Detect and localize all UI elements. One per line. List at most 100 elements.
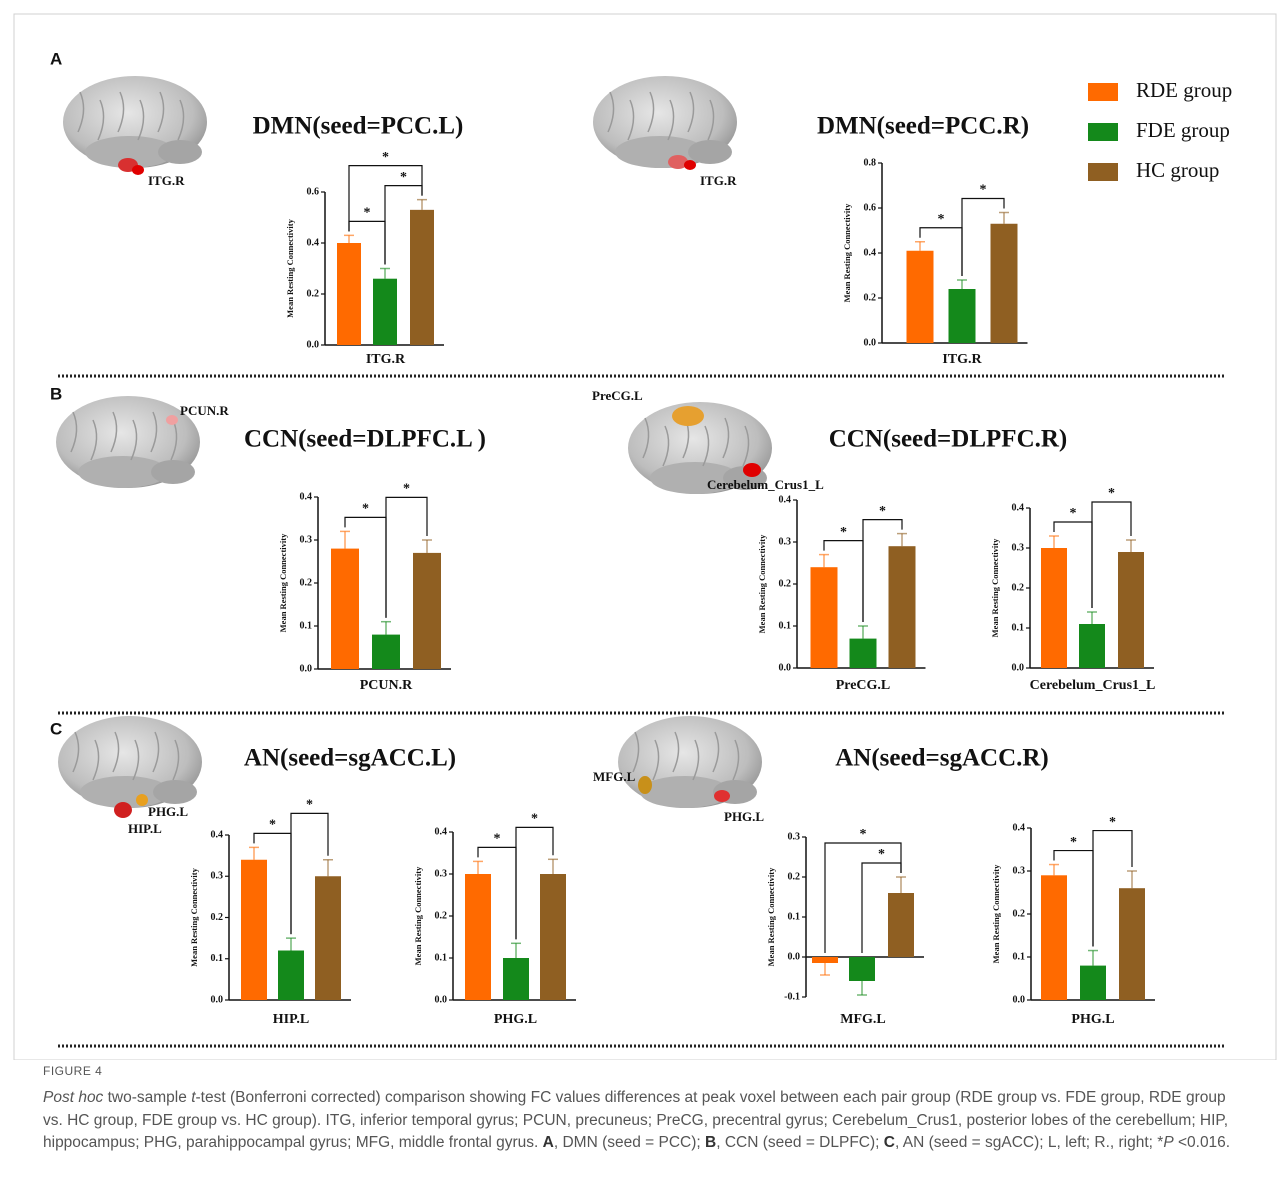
bar: [1079, 624, 1105, 668]
significance-label: *: [494, 832, 501, 847]
error-bar: [381, 622, 391, 635]
y-tick-label: 0.8: [864, 157, 877, 168]
bar: [503, 958, 529, 1000]
figure-label: FIGURE 4: [43, 1064, 1238, 1078]
legend-label: RDE group: [1136, 78, 1232, 102]
significance-label: *: [938, 212, 945, 227]
bar: [850, 639, 877, 668]
significance-label: *: [364, 206, 371, 221]
x-axis-label: Cerebelum_Crus1_L: [1030, 678, 1156, 693]
legend-label: FDE group: [1136, 118, 1230, 142]
bar: [812, 957, 838, 963]
error-bar: [422, 540, 432, 553]
chart-title: CCN(seed=DLPFC.L ): [244, 426, 486, 453]
bar: [1041, 875, 1067, 1000]
legend-swatch: [1088, 123, 1118, 141]
bar: [413, 553, 441, 669]
panel-letter: B: [50, 384, 62, 403]
error-bar: [1049, 865, 1059, 876]
significance-label: *: [1070, 835, 1077, 850]
caption-run: <0.016.: [1174, 1134, 1230, 1151]
y-tick-label: 0.1: [435, 952, 448, 963]
brain-label: PreCG.L: [592, 388, 643, 403]
legend-swatch: [1088, 83, 1118, 101]
y-tick-label: 0.2: [435, 910, 448, 921]
y-tick-label: 0.0: [788, 951, 801, 962]
x-axis-label: ITG.R: [942, 352, 982, 367]
y-tick-label: 0.2: [211, 912, 224, 923]
significance-label: *: [1070, 506, 1077, 521]
significance-label: *: [840, 525, 847, 540]
error-bar: [897, 534, 907, 547]
y-tick-label: 0.4: [211, 829, 224, 840]
significance-label: *: [382, 150, 389, 165]
bar: [241, 860, 267, 1000]
y-tick-label: 0.1: [779, 620, 792, 631]
caption-run: , CCN (seed = DLPFC);: [716, 1134, 884, 1151]
significance-label: *: [1109, 815, 1116, 830]
y-tick-label: 0.0: [1012, 662, 1025, 673]
bar: [991, 224, 1018, 343]
brain-spot: [714, 790, 730, 802]
x-axis-label: ITG.R: [366, 352, 406, 367]
y-tick-label: 0.0: [307, 339, 320, 350]
brain-label: MFG.L: [593, 769, 636, 784]
significance-label: *: [306, 798, 313, 813]
bar: [540, 874, 566, 1000]
brain-cerebellum: [151, 460, 195, 484]
y-tick-label: 0.4: [435, 826, 448, 837]
y-tick-label: 0.3: [788, 831, 801, 842]
y-tick-label: -0.1: [784, 991, 800, 1002]
chart-title: CCN(seed=DLPFC.R): [829, 426, 1068, 453]
significance-label: *: [269, 818, 276, 833]
y-tick-label: 0.2: [1013, 908, 1026, 919]
error-bar: [380, 269, 390, 279]
caption-run: P: [1163, 1134, 1173, 1151]
bar: [410, 210, 434, 345]
error-bar: [857, 981, 867, 995]
y-tick-label: 0.2: [864, 292, 877, 303]
brain-spot: [638, 776, 652, 794]
bar: [278, 951, 304, 1001]
bar: [331, 549, 359, 669]
brain-image: [56, 396, 200, 488]
y-tick-label: 0.1: [1013, 951, 1026, 962]
error-bar: [896, 877, 906, 893]
y-tick-label: 0.2: [300, 577, 313, 588]
brain-label: HIP.L: [128, 821, 162, 836]
significance-label: *: [860, 827, 867, 842]
y-tick-label: 0.0: [211, 994, 224, 1005]
brain-label: ITG.R: [148, 173, 185, 188]
brain-cerebellum: [688, 140, 732, 164]
y-axis-label: Mean Resting Connectivity: [413, 866, 423, 965]
x-axis-label: PreCG.L: [836, 678, 891, 693]
brain-spot: [743, 463, 761, 477]
bar: [949, 289, 976, 343]
error-bar: [473, 861, 483, 874]
error-bar: [249, 847, 259, 859]
bar: [337, 243, 361, 345]
error-bar: [286, 938, 296, 950]
y-tick-label: 0.1: [300, 620, 313, 631]
error-bar: [1087, 612, 1097, 624]
x-axis-label: PHG.L: [1071, 1012, 1114, 1027]
caption: FIGURE 4 Post hoc two-sample t-test (Bon…: [43, 1064, 1238, 1155]
bar: [372, 635, 400, 669]
error-bar: [819, 555, 829, 568]
significance-label: *: [1108, 486, 1115, 501]
y-axis-label: Mean Resting Connectivity: [766, 867, 776, 966]
error-bar: [417, 200, 427, 210]
caption-run: Post hoc: [43, 1089, 103, 1106]
error-bar: [340, 531, 350, 548]
y-tick-label: 0.1: [1012, 622, 1025, 633]
legend-label: HC group: [1136, 158, 1219, 182]
significance-label: *: [531, 812, 538, 827]
y-tick-label: 0.2: [1012, 582, 1025, 593]
bar: [315, 876, 341, 1000]
significance-label: *: [400, 170, 407, 185]
y-tick-label: 0.4: [1012, 502, 1025, 513]
error-bar: [1088, 951, 1098, 966]
brain-image: [63, 76, 207, 175]
brain-label: PCUN.R: [180, 403, 229, 418]
legend-swatch: [1088, 163, 1118, 181]
